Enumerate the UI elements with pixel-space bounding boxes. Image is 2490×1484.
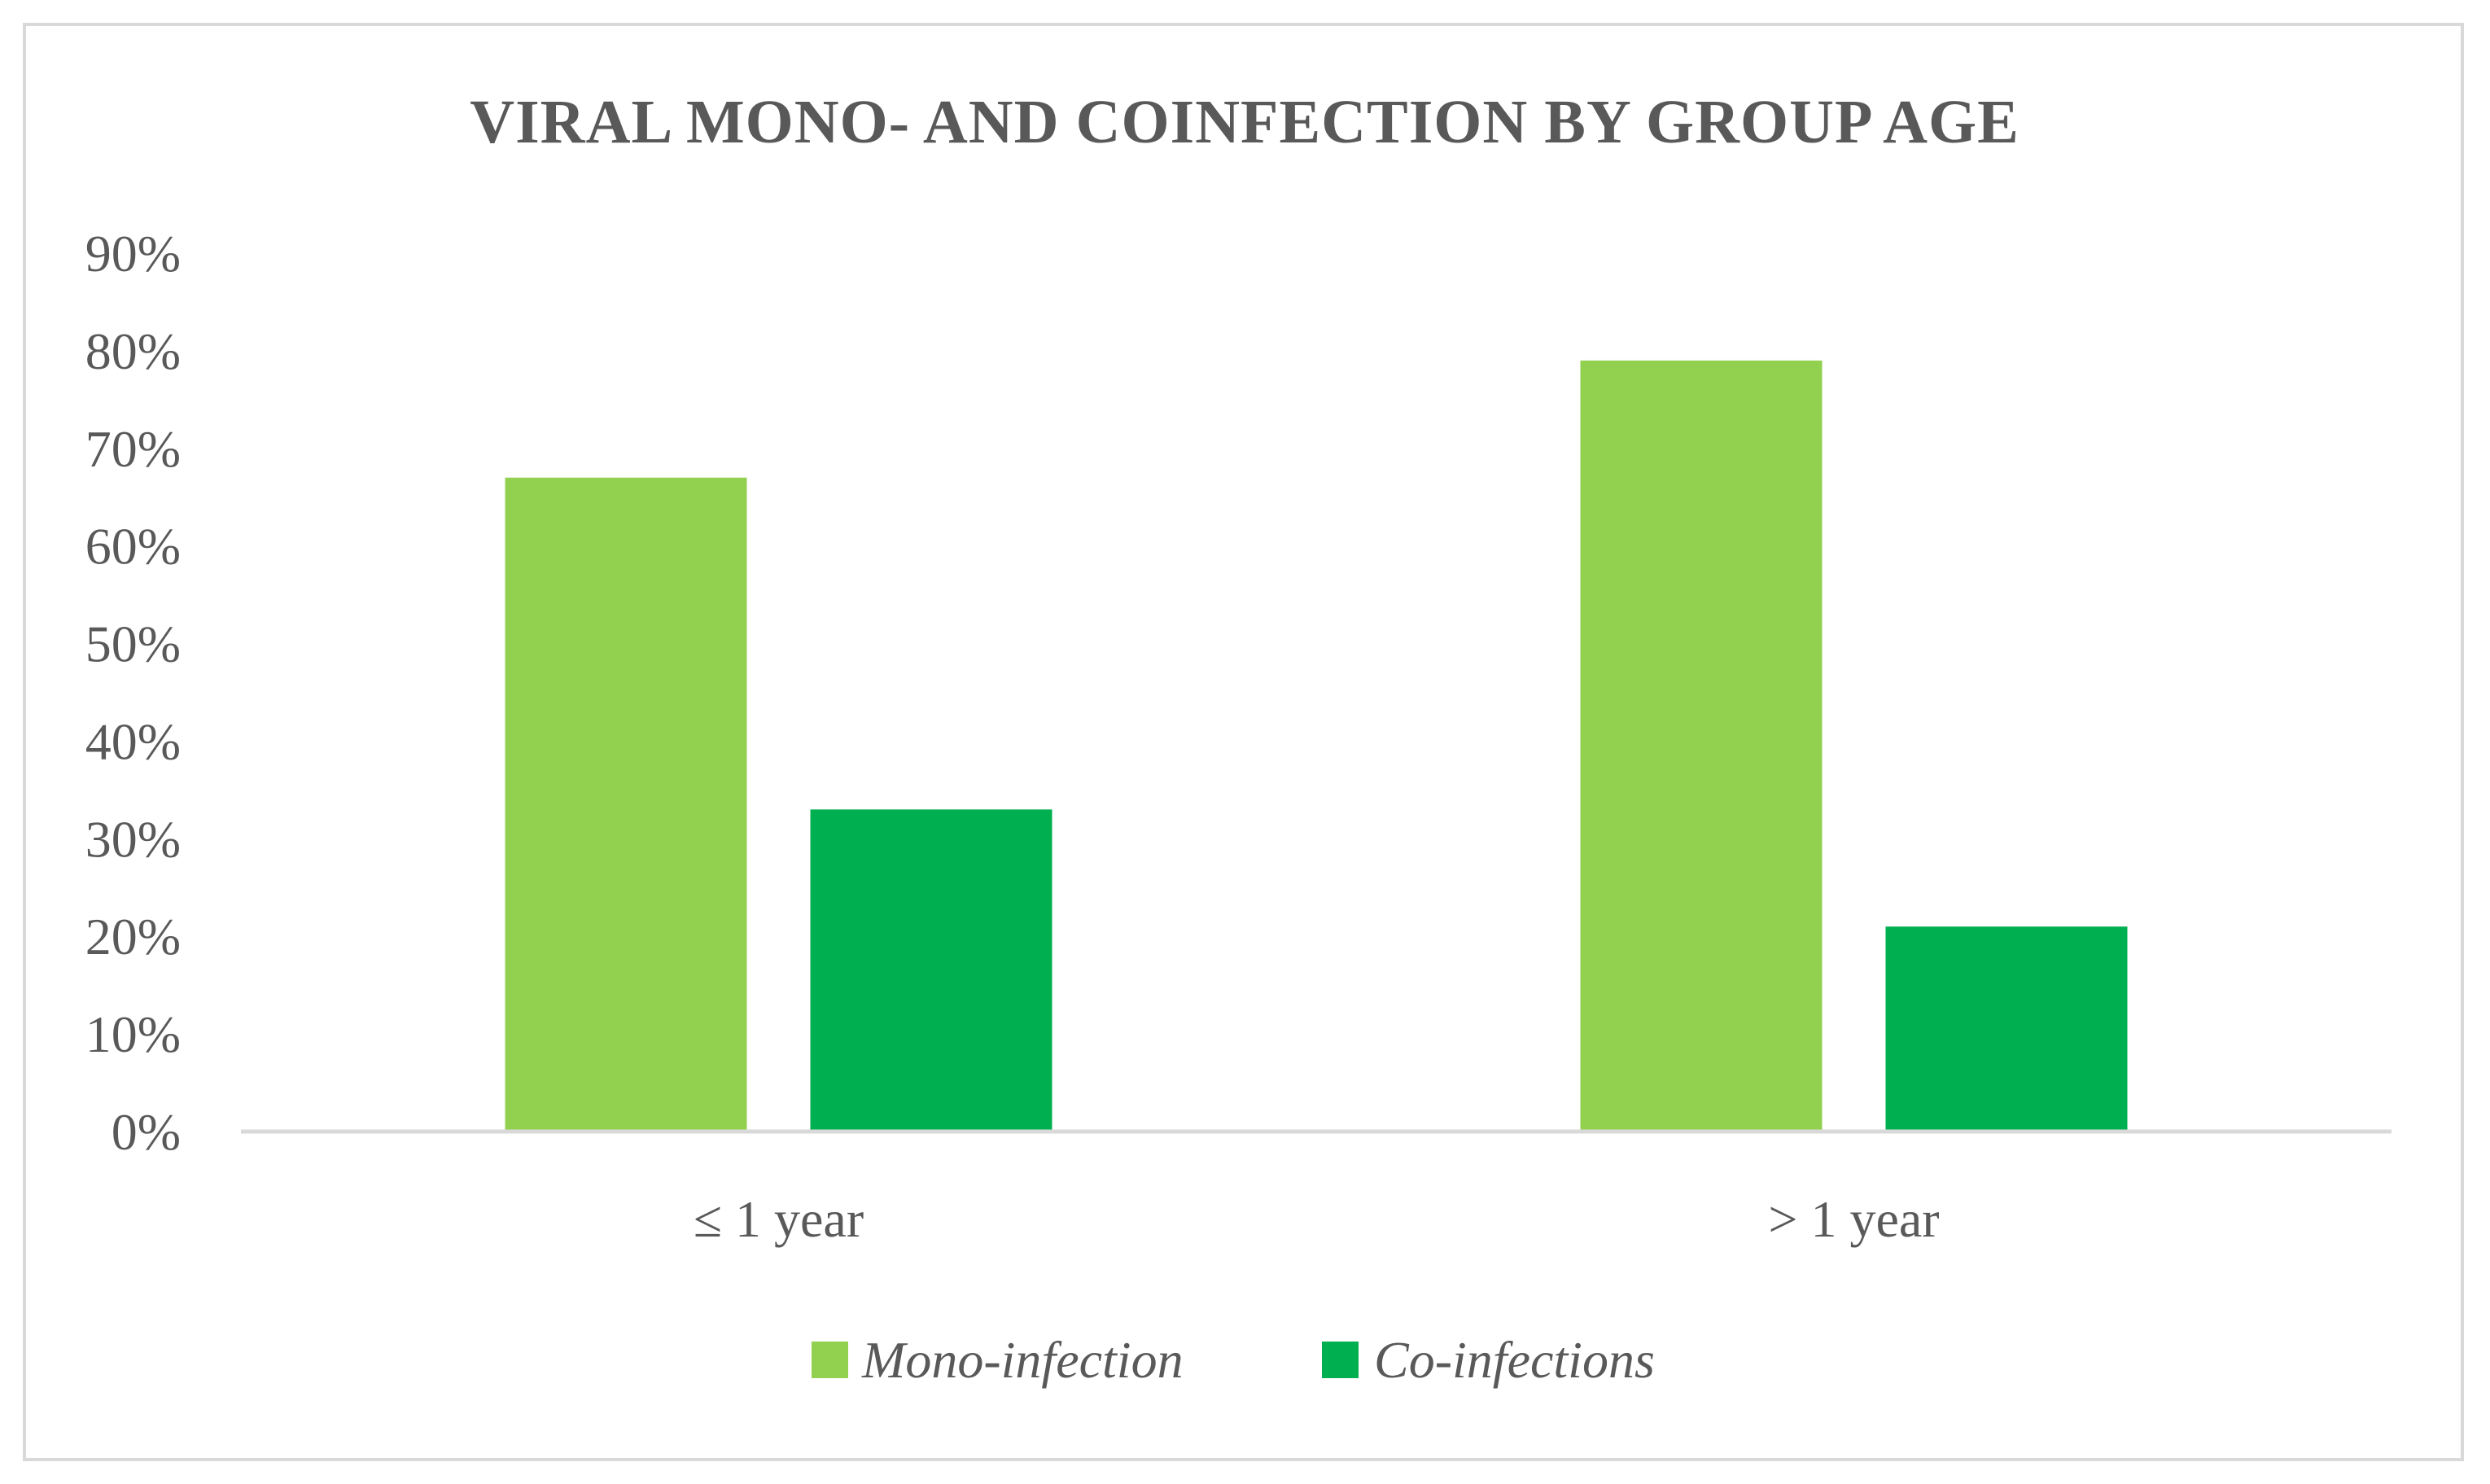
bars (505, 360, 2128, 1132)
y-tick-label: 80% (85, 322, 181, 380)
bar-co-infections-0 (810, 809, 1052, 1132)
chart-frame (23, 23, 2464, 1461)
y-tick-label: 90% (85, 225, 181, 282)
y-tick-label: 10% (85, 1005, 181, 1063)
x-axis-labels: ≤ 1 year > 1 year (694, 1190, 1940, 1248)
y-tick-label: 40% (85, 712, 181, 770)
y-tick-label: 0% (112, 1103, 181, 1161)
y-tick-label: 50% (85, 615, 181, 673)
legend-label: Mono-infection (861, 1331, 1184, 1389)
legend-swatch (1322, 1342, 1359, 1378)
bar-co-infections-1 (1885, 926, 2128, 1132)
y-axis-ticks: 0% 10% 20% 30% 40% 50% 60% 70% 80% 90% (85, 225, 181, 1161)
x-category-label: ≤ 1 year (694, 1190, 864, 1248)
legend: Mono-infection Co-infections (812, 1331, 1655, 1389)
x-category-label: > 1 year (1768, 1190, 1939, 1248)
y-tick-label: 20% (85, 908, 181, 965)
legend-label: Co-infections (1374, 1331, 1655, 1389)
bar-mono-infection-0 (505, 477, 747, 1132)
y-tick-label: 30% (85, 810, 181, 868)
y-tick-label: 70% (85, 420, 181, 478)
bar-mono-infection-1 (1580, 360, 1823, 1132)
y-tick-label: 60% (85, 518, 181, 576)
legend-swatch (812, 1342, 848, 1378)
chart-title: VIRAL MONO- AND COINFECTION BY GROUP AGE (470, 88, 2020, 156)
